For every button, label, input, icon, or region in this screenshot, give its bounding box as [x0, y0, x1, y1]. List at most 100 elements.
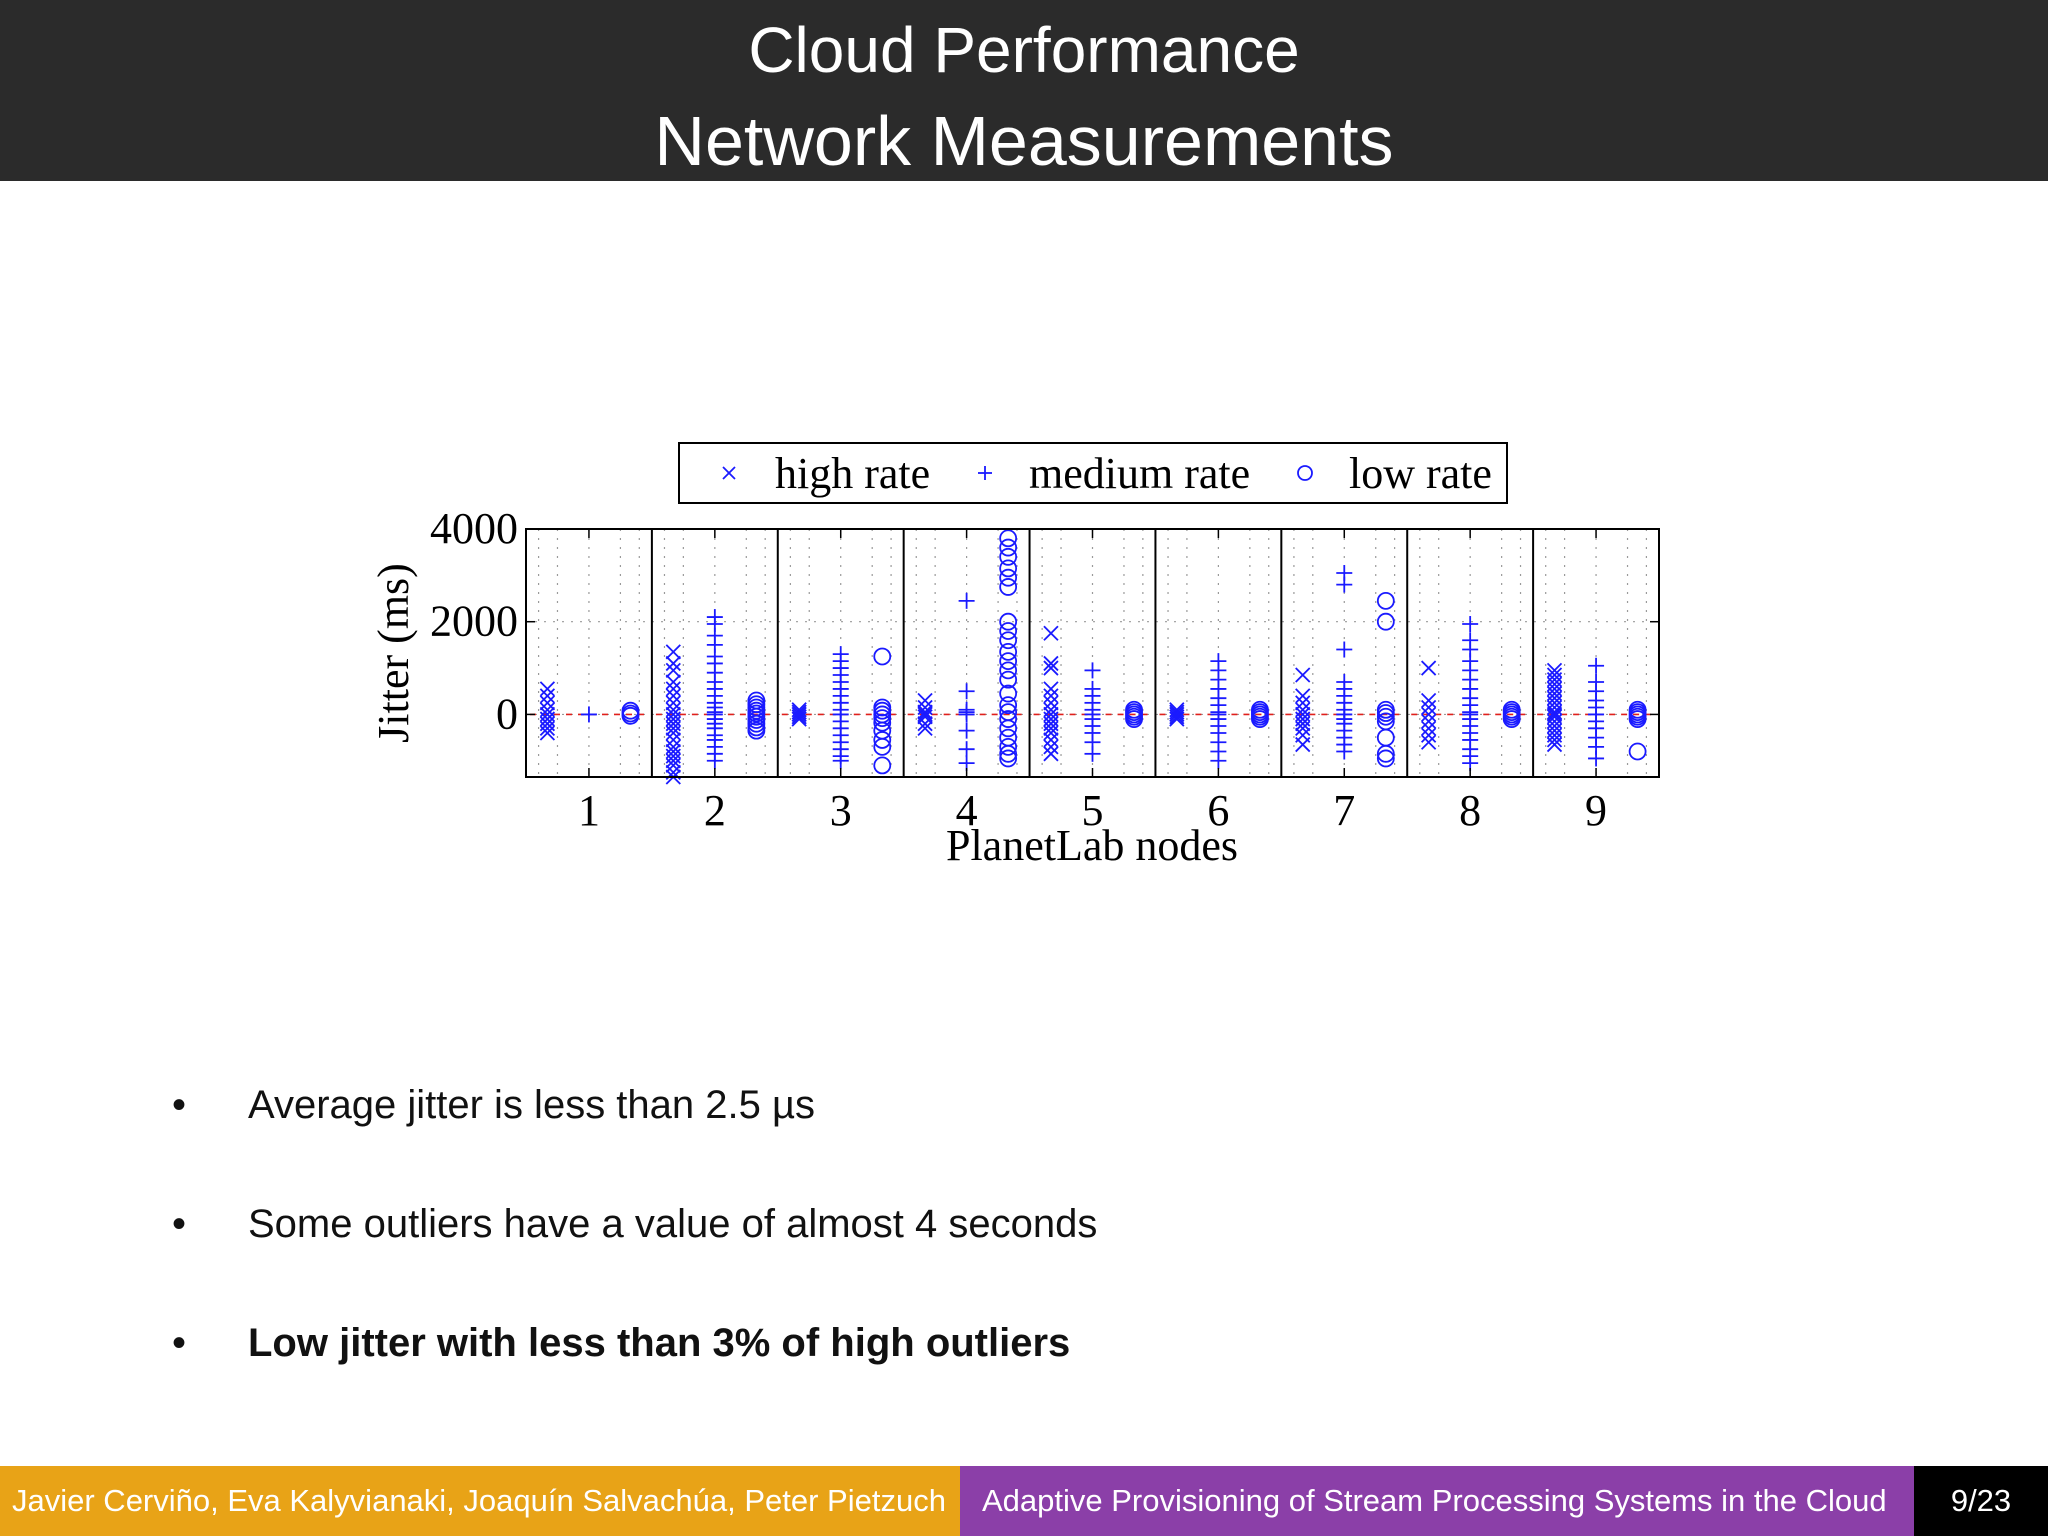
point-low-rate	[1376, 707, 1395, 726]
marker-stroke	[791, 709, 807, 725]
point-low-rate	[1251, 710, 1269, 728]
marker-stroke	[665, 644, 681, 660]
node-dividers	[650, 529, 1535, 777]
point-high-rate	[1546, 732, 1563, 748]
point-low-rate	[999, 710, 1018, 728]
point-high-rate	[665, 688, 681, 704]
point-high-rate	[1420, 706, 1437, 723]
marker-stroke	[1546, 736, 1563, 753]
point-low-rate	[999, 670, 1018, 689]
marker-stroke	[1420, 720, 1437, 736]
marker-stroke	[539, 681, 556, 697]
point-high-rate	[665, 720, 681, 736]
marker-stroke	[539, 725, 556, 741]
marker-stroke	[1043, 660, 1059, 676]
y-tick-label: 0	[496, 689, 518, 738]
point-high-rate	[539, 681, 556, 697]
point-high-rate	[1546, 706, 1563, 723]
marker-stroke	[1295, 688, 1311, 704]
x-axis-label: PlanetLab nodes	[946, 821, 1238, 870]
point-medium-rate	[1588, 657, 1605, 674]
footer-authors: Javier Cerviño, Eva Kalyvianaki, Joaquín…	[0, 1466, 960, 1536]
marker-stroke	[1043, 695, 1059, 711]
marker-stroke	[1043, 732, 1059, 748]
point-high-rate	[539, 725, 556, 741]
point-high-rate	[665, 662, 681, 679]
x-tick-label: 6	[1207, 786, 1229, 835]
point-high-rate	[665, 681, 681, 697]
point-medium-rate	[706, 752, 723, 769]
point-low-rate	[747, 721, 766, 740]
x-tick-label: 8	[1459, 786, 1481, 835]
point-high-rate	[1169, 706, 1185, 723]
point-high-rate	[1043, 655, 1059, 672]
marker-stroke	[1169, 706, 1185, 723]
point-low-rate	[999, 568, 1018, 587]
point-high-rate	[1043, 725, 1059, 741]
legend-marker-low-rate	[1297, 465, 1313, 481]
marker-stroke	[917, 704, 933, 720]
point-medium-rate	[1336, 641, 1353, 658]
point-low-rate	[999, 737, 1018, 756]
marker-stroke	[1295, 667, 1311, 683]
marker-stroke	[917, 709, 933, 725]
point-high-rate	[665, 725, 681, 741]
marker-stroke	[1420, 699, 1437, 716]
marker-stroke	[665, 725, 681, 741]
legend-label: low rate	[1349, 449, 1492, 498]
x-tick-label: 2	[704, 786, 726, 835]
point-medium-rate	[1210, 752, 1227, 769]
slide-title: Cloud Performance	[748, 14, 1300, 86]
marker-stroke	[1169, 711, 1185, 727]
point-medium-rate	[958, 741, 975, 758]
marker-stroke	[1169, 704, 1185, 720]
point-low-rate	[999, 547, 1018, 566]
marker-stroke	[917, 716, 933, 732]
point-high-rate	[665, 644, 681, 660]
point-high-rate	[1295, 716, 1311, 732]
point-low-rate	[1376, 591, 1395, 610]
point-low-rate	[873, 756, 892, 775]
point-low-rate	[999, 744, 1018, 763]
x-axis: 1 2 3 4 5 6 7 8 9	[578, 529, 1607, 835]
point-medium-rate	[832, 752, 849, 769]
point-medium-rate	[1084, 662, 1101, 679]
marker-stroke	[665, 757, 681, 774]
point-medium-rate	[1588, 750, 1605, 767]
marker-stroke	[917, 720, 933, 736]
marker-stroke	[1295, 736, 1311, 753]
point-high-rate	[1043, 681, 1059, 697]
point-high-rate	[1043, 720, 1059, 736]
point-high-rate	[1420, 713, 1437, 730]
point-high-rate	[1420, 660, 1437, 676]
marker-stroke	[1295, 720, 1311, 736]
point-medium-rate	[1336, 576, 1353, 593]
marker-stroke	[1043, 739, 1059, 755]
legend-box	[678, 442, 1508, 504]
point-high-rate	[665, 695, 681, 711]
point-low-rate	[1376, 728, 1395, 747]
marker-stroke	[665, 681, 681, 697]
point-high-rate	[1169, 704, 1185, 720]
point-medium-rate	[1084, 745, 1101, 762]
point-high-rate	[1043, 688, 1059, 704]
legend-label: high rate	[775, 449, 930, 498]
point-low-rate	[999, 529, 1018, 548]
marker-stroke	[1043, 720, 1059, 736]
point-low-rate	[1628, 742, 1647, 761]
point-high-rate	[1169, 709, 1185, 725]
point-high-rate	[1420, 699, 1437, 716]
point-high-rate	[1295, 688, 1311, 704]
point-high-rate	[1043, 625, 1059, 641]
marker-stroke	[1043, 688, 1059, 704]
point-high-rate	[539, 695, 556, 711]
point-low-rate	[999, 749, 1018, 768]
point-high-rate	[1420, 734, 1437, 750]
point-low-rate	[999, 578, 1018, 596]
marker-stroke	[1546, 732, 1563, 748]
legend-label: medium rate	[1029, 449, 1250, 498]
chart-legend: high rate medium rate low rate	[678, 442, 1508, 504]
x-tick-label: 9	[1585, 786, 1607, 835]
point-low-rate	[999, 719, 1018, 738]
legend-marker-medium-rate	[978, 466, 992, 480]
